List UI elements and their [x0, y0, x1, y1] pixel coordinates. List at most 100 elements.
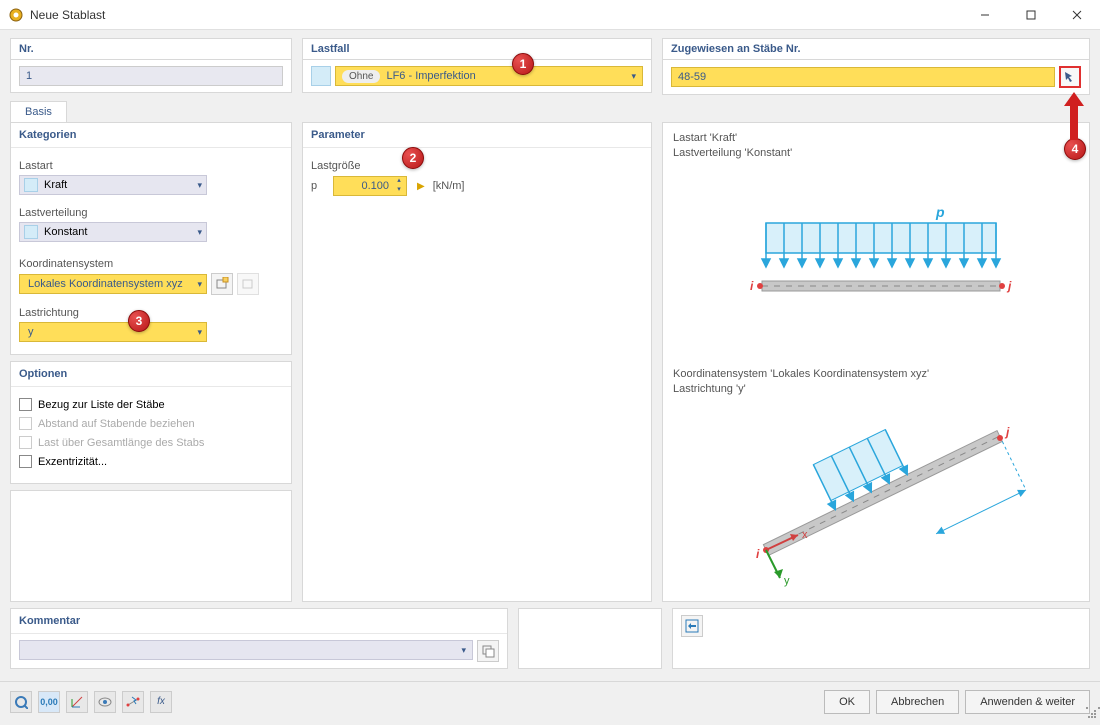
lastverteilung-select[interactable]: Konstant ▾: [19, 222, 207, 242]
view-icon[interactable]: [94, 691, 116, 713]
lastart-select[interactable]: Kraft ▾: [19, 175, 207, 195]
zugewiesen-box: Zugewiesen an Stäbe Nr.: [662, 38, 1090, 95]
kategorien-title: Kategorien: [11, 123, 291, 148]
checkbox-icon: [19, 455, 32, 468]
lastgroesse-label: Lastgröße: [311, 160, 643, 172]
lastrichtung-value: y: [24, 326, 34, 338]
spinner-down-icon[interactable]: ▾: [392, 186, 406, 195]
col-right: Lastart 'Kraft' Lastverteilung 'Konstant…: [662, 122, 1090, 602]
j-label: j: [1006, 279, 1012, 293]
preview-graphic-bottom: i j x y: [673, 398, 1079, 593]
lastrichtung-label: Lastrichtung: [19, 307, 283, 319]
checkbox-icon: [19, 436, 32, 449]
nr-label: Nr.: [10, 38, 292, 59]
i-label: i: [750, 279, 754, 293]
opt-bezug-liste[interactable]: Bezug zur Liste der Stäbe: [19, 395, 283, 414]
color-swatch-icon: [24, 225, 38, 239]
footer-icons: 0,00 fx: [10, 691, 172, 713]
preview-graphic-top: p: [673, 162, 1079, 357]
fx-icon[interactable]: fx: [150, 691, 172, 713]
p-label: p: [935, 204, 945, 220]
parameter-panel: Parameter Lastgröße p 0.100 ▴ ▾ ▶ [kN/m]: [302, 122, 652, 602]
footer-buttons: OK Abbrechen Anwenden & weiter: [824, 690, 1090, 714]
preview-panel: Lastart 'Kraft' Lastverteilung 'Konstant…: [662, 122, 1090, 602]
chevron-down-icon: ▾: [197, 327, 202, 338]
zugewiesen-label: Zugewiesen an Stäbe Nr.: [662, 38, 1090, 59]
i-label-2: i: [756, 547, 760, 561]
kommentar-select[interactable]: ▾: [19, 640, 473, 660]
abbrechen-button[interactable]: Abbrechen: [876, 690, 959, 714]
lastfall-label: Lastfall: [302, 38, 652, 59]
prev-line2b: Lastrichtung 'y': [673, 382, 1079, 397]
opt-abstand-stabende: Abstand auf Stabende beziehen: [19, 414, 283, 433]
lastfall-select[interactable]: Ohne LF6 - Imperfektion ▾: [335, 66, 643, 86]
footer: 0,00 fx OK Abbrechen Anwenden & weiter: [0, 681, 1100, 721]
resize-grip-icon[interactable]: [1086, 707, 1098, 719]
mid-aux-panel: [518, 608, 662, 669]
lastrichtung-select[interactable]: y ▾: [19, 322, 207, 342]
tabs: Basis: [0, 101, 1100, 122]
kommentar-panel: Kommentar ▾: [10, 608, 508, 669]
param-value: 0.100: [334, 180, 392, 192]
preview-text-top: Lastart 'Kraft' Lastverteilung 'Konstant…: [673, 131, 1079, 162]
anwenden-button[interactable]: Anwenden & weiter: [965, 690, 1090, 714]
param-unit: [kN/m]: [433, 180, 465, 192]
chevron-down-icon: ▾: [631, 71, 636, 82]
lastfall-box: Lastfall Ohne LF6 - Imperfektion ▾: [302, 38, 652, 95]
optionen-panel: Optionen Bezug zur Liste der Stäbe Absta…: [10, 361, 292, 484]
chevron-down-icon: ▾: [197, 227, 202, 238]
units-icon[interactable]: 0,00: [38, 691, 60, 713]
minimize-button[interactable]: [962, 0, 1008, 30]
titlebar: Neue Stablast: [0, 0, 1100, 30]
col-left: Kategorien Lastart Kraft ▾ Lastverteilun…: [10, 122, 292, 602]
maximize-button[interactable]: [1008, 0, 1054, 30]
koord-label: Koordinatensystem: [19, 258, 283, 270]
j-label-2: j: [1004, 425, 1010, 439]
lastart-label: Lastart: [19, 160, 283, 172]
lastfall-value: LF6 - Imperfektion: [386, 70, 475, 82]
parameter-title: Parameter: [303, 123, 651, 148]
koord-select[interactable]: Lokales Koordinatensystem xyz ▾: [19, 274, 207, 294]
tab-basis[interactable]: Basis: [10, 101, 67, 122]
ok-button[interactable]: OK: [824, 690, 870, 714]
kommentar-copy-button[interactable]: [477, 640, 499, 662]
pick-members-button[interactable]: [1059, 66, 1081, 88]
lastfall-color-button[interactable]: [311, 66, 331, 86]
opt-exzentrizitaet[interactable]: Exzentrizität...: [19, 452, 283, 471]
pick-beam-icon[interactable]: [122, 691, 144, 713]
opt-gesamtlaenge: Last über Gesamtlänge des Stabs: [19, 433, 283, 452]
play-icon[interactable]: ▶: [417, 181, 425, 192]
opt1-label: Bezug zur Liste der Stäbe: [38, 399, 165, 411]
optionen-title: Optionen: [11, 362, 291, 387]
y-axis-label: y: [784, 575, 790, 587]
prev-line1b: Lastverteilung 'Konstant': [673, 146, 1079, 161]
coord-tool-icon[interactable]: [66, 691, 88, 713]
x-axis-label: x: [802, 529, 808, 541]
app-icon: [8, 7, 24, 23]
opt4-label: Exzentrizität...: [38, 456, 107, 468]
left-spacer-panel: [10, 490, 292, 602]
view-settings-button[interactable]: [681, 615, 703, 637]
preview-text-bottom: Koordinatensystem 'Lokales Koordinatensy…: [673, 367, 1079, 398]
checkbox-icon: [19, 417, 32, 430]
param-symbol: p: [311, 180, 325, 192]
close-button[interactable]: [1054, 0, 1100, 30]
zugewiesen-input[interactable]: [671, 67, 1055, 87]
koord-value: Lokales Koordinatensystem xyz: [24, 278, 183, 290]
spinner-up-icon[interactable]: ▴: [392, 177, 406, 186]
callout-marker-2: 2: [402, 147, 424, 169]
spinner-buttons[interactable]: ▴ ▾: [392, 177, 406, 195]
opt2-label: Abstand auf Stabende beziehen: [38, 418, 195, 430]
comment-row: Kommentar ▾: [0, 608, 1100, 675]
edit-coord-button[interactable]: [237, 273, 259, 295]
help-icon[interactable]: [10, 691, 32, 713]
col-mid: Parameter Lastgröße p 0.100 ▴ ▾ ▶ [kN/m]: [302, 122, 652, 602]
nr-input[interactable]: [19, 66, 283, 86]
right-aux-panel: [672, 608, 1090, 669]
new-coord-button[interactable]: [211, 273, 233, 295]
opt3-label: Last über Gesamtlänge des Stabs: [38, 437, 204, 449]
nr-box: Nr.: [10, 38, 292, 95]
chevron-down-icon: ▾: [197, 180, 202, 191]
param-value-spinner[interactable]: 0.100 ▴ ▾: [333, 176, 407, 196]
lastverteilung-label: Lastverteilung: [19, 207, 283, 219]
